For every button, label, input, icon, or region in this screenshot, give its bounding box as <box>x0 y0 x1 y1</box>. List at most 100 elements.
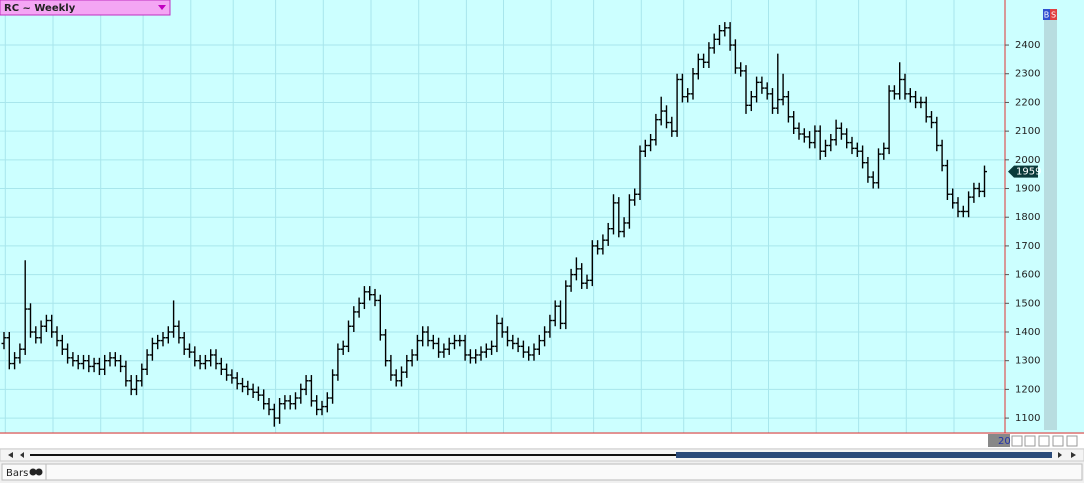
ohlc-bar <box>425 326 431 347</box>
ohlc-bar <box>293 392 298 410</box>
ohlc-bar <box>669 116 675 137</box>
y-tick-label: 1400 <box>1015 327 1040 338</box>
y-tick-label: 2400 <box>1015 40 1040 51</box>
ohlc-bar <box>595 240 601 255</box>
ohlc-bar <box>605 222 611 246</box>
ohlc-bar <box>446 337 452 355</box>
ohlc-bar <box>499 317 505 338</box>
ohlc-bar <box>218 357 224 376</box>
ohlc-bar <box>139 363 145 387</box>
ohlc-bar <box>828 134 834 152</box>
ohlc-bar <box>759 76 765 94</box>
ohlc-bar <box>685 88 691 103</box>
ohlc-bar <box>478 346 484 361</box>
y-tick-label: 1600 <box>1015 270 1040 281</box>
ohlc-bar <box>505 326 510 347</box>
sell-button[interactable] <box>1050 9 1057 20</box>
ohlc-bar <box>923 96 929 123</box>
ohlc-bar <box>568 268 574 292</box>
ohlc-bar <box>526 346 532 361</box>
ohlc-bar <box>796 122 802 140</box>
ohlc-bar <box>462 334 468 361</box>
ohlc-bar <box>197 354 203 370</box>
grid <box>0 0 1005 433</box>
ohlc-bar <box>706 42 712 69</box>
ohlc-bar <box>112 352 118 367</box>
ohlc-bar <box>717 24 722 46</box>
ohlc-bar <box>780 73 786 106</box>
ohlc-bar <box>176 320 182 344</box>
ohlc-bar <box>59 334 65 355</box>
ohlc-bar <box>335 343 341 381</box>
ohlc-bar <box>298 383 304 404</box>
ohlc-bar <box>838 122 844 140</box>
ohlc-bar <box>711 33 717 54</box>
nav-button[interactable] <box>1052 435 1064 447</box>
ohlc-bar <box>950 188 956 209</box>
ohlc-bar <box>891 85 897 100</box>
ohlc-bar <box>589 240 595 287</box>
nav-buttons <box>1011 435 1078 447</box>
ohlc-bar <box>679 73 685 103</box>
ohlc-bar <box>192 346 198 367</box>
ohlc-bar <box>616 197 622 238</box>
ohlc-bar <box>118 354 124 373</box>
ohlc-bar <box>929 111 934 129</box>
ohlc-bar <box>913 90 919 109</box>
toolbar-icon[interactable] <box>29 468 37 476</box>
toolbar <box>45 463 1083 481</box>
ohlc-bar <box>738 62 744 77</box>
nav-button[interactable] <box>1011 435 1023 447</box>
scroll-thumb[interactable] <box>676 452 1052 458</box>
nav-button[interactable] <box>1038 435 1050 447</box>
ohlc-bar <box>558 300 563 330</box>
ohlc-bar <box>356 297 362 318</box>
ohlc-bar <box>277 397 283 424</box>
plot-background <box>0 0 1084 433</box>
nav-button[interactable] <box>1066 435 1078 447</box>
ohlc-bar <box>383 329 389 367</box>
ohlc-bar <box>351 306 357 332</box>
sell-text: S <box>1051 11 1056 20</box>
scroll-right[interactable] <box>1058 452 1076 458</box>
scroll-left[interactable] <box>8 452 24 458</box>
ohlc-bar <box>149 337 155 361</box>
ohlc-bar <box>748 90 754 112</box>
ohlc-bar <box>637 145 643 201</box>
ohlc-bar <box>722 22 728 37</box>
y-tick-label: 1800 <box>1015 212 1040 223</box>
instrument-selector[interactable] <box>0 0 171 16</box>
ohlc-bar <box>128 375 134 396</box>
y-tick-label: 2300 <box>1015 69 1040 80</box>
ohlc-bar <box>632 188 638 206</box>
ohlc-bar <box>664 105 669 129</box>
bars <box>1 22 987 427</box>
toolbar-icon[interactable] <box>35 468 43 476</box>
ohlc-bar <box>971 182 977 203</box>
ohlc-bar <box>22 260 28 355</box>
ohlc-bar <box>229 369 235 384</box>
ohlc-bar <box>377 294 383 341</box>
ohlc-bar <box>245 380 251 396</box>
ohlc-bar <box>801 128 807 143</box>
nav-button[interactable] <box>1024 435 1036 447</box>
ohlc-bar <box>849 136 855 155</box>
ohlc-bar <box>134 375 139 396</box>
buy-button[interactable] <box>1043 9 1050 20</box>
ohlc-bar <box>43 314 49 332</box>
ohlc-bar <box>658 96 664 126</box>
ohlc-bar <box>457 334 463 347</box>
ohlc-bar <box>754 76 760 103</box>
ohlc-bar <box>648 134 654 152</box>
ohlc-bar <box>844 128 850 149</box>
ohlc-bar <box>727 22 733 51</box>
ohlc-bar <box>330 369 336 404</box>
ohlc-bar <box>833 119 839 146</box>
ohlc-bar <box>897 62 903 100</box>
ohlc-bar <box>234 372 240 390</box>
last-price-pointer <box>1008 165 1014 178</box>
ohlc-bar <box>361 286 367 310</box>
ohlc-bar <box>420 326 426 347</box>
ohlc-bar <box>944 159 950 201</box>
ohlc-bar <box>250 383 256 398</box>
